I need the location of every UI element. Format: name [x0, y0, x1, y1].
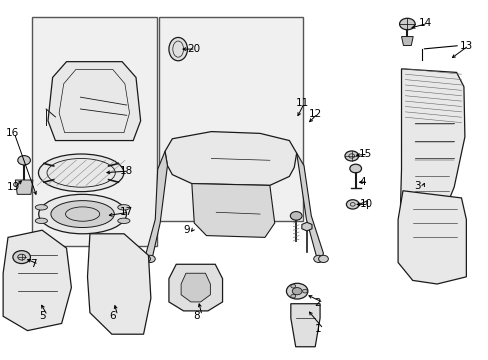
Ellipse shape — [51, 201, 114, 228]
Polygon shape — [168, 264, 222, 311]
Text: 19: 19 — [6, 182, 20, 192]
Ellipse shape — [35, 218, 47, 224]
Circle shape — [399, 18, 414, 30]
Ellipse shape — [118, 204, 130, 210]
Text: 12: 12 — [308, 109, 322, 119]
Circle shape — [290, 212, 302, 220]
Polygon shape — [164, 132, 296, 185]
Text: 20: 20 — [186, 44, 200, 54]
Ellipse shape — [118, 218, 130, 224]
Text: 17: 17 — [120, 207, 133, 217]
Text: 10: 10 — [359, 199, 372, 210]
Polygon shape — [87, 234, 151, 334]
Text: 13: 13 — [459, 41, 472, 50]
Circle shape — [290, 294, 295, 298]
Polygon shape — [400, 69, 464, 234]
Circle shape — [145, 255, 155, 262]
Ellipse shape — [39, 194, 126, 234]
Circle shape — [346, 200, 358, 209]
Circle shape — [292, 288, 302, 295]
Ellipse shape — [39, 154, 123, 192]
Circle shape — [13, 251, 30, 264]
Polygon shape — [181, 273, 210, 302]
Ellipse shape — [168, 37, 187, 61]
Ellipse shape — [35, 204, 47, 210]
Polygon shape — [15, 180, 33, 194]
Polygon shape — [145, 151, 167, 261]
Text: 5: 5 — [39, 311, 45, 320]
Text: 1: 1 — [314, 324, 321, 334]
Text: 7: 7 — [30, 259, 37, 269]
Circle shape — [349, 164, 361, 173]
Circle shape — [141, 255, 150, 262]
Bar — [32, 17, 157, 246]
Text: 18: 18 — [120, 166, 133, 176]
Polygon shape — [301, 222, 311, 231]
Text: 15: 15 — [358, 149, 371, 159]
Polygon shape — [296, 153, 323, 259]
Polygon shape — [48, 62, 141, 140]
Text: 14: 14 — [418, 18, 431, 28]
Text: 8: 8 — [193, 311, 200, 320]
Text: 4: 4 — [358, 177, 365, 187]
Polygon shape — [401, 37, 412, 45]
Text: 3: 3 — [413, 181, 420, 192]
Bar — [159, 17, 303, 221]
Text: 6: 6 — [109, 311, 115, 320]
Polygon shape — [191, 184, 274, 237]
Circle shape — [290, 284, 295, 288]
Circle shape — [313, 255, 323, 262]
Text: 16: 16 — [5, 129, 19, 138]
Text: 11: 11 — [295, 98, 308, 108]
Circle shape — [18, 156, 30, 165]
Circle shape — [344, 151, 358, 161]
Polygon shape — [3, 230, 71, 330]
Polygon shape — [290, 304, 320, 347]
Circle shape — [302, 289, 307, 293]
Circle shape — [286, 283, 307, 299]
Polygon shape — [397, 191, 466, 284]
Text: 2: 2 — [314, 298, 321, 308]
Circle shape — [318, 255, 328, 262]
Text: 9: 9 — [183, 225, 190, 235]
